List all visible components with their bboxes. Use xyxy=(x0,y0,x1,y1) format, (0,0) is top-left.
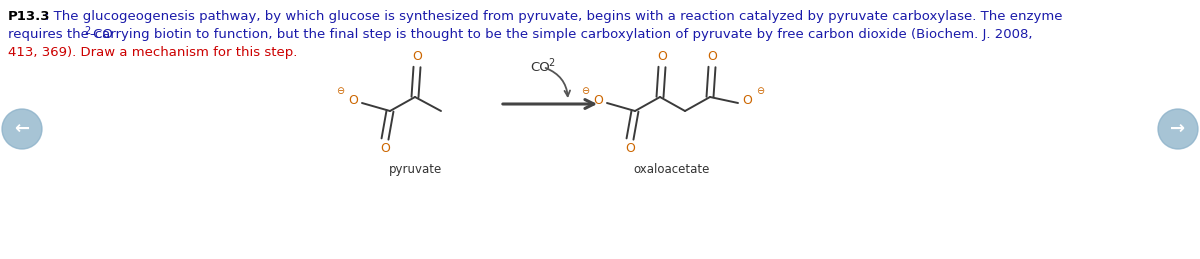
Text: 413, 369). Draw a mechanism for this step.: 413, 369). Draw a mechanism for this ste… xyxy=(8,46,298,59)
Text: 2: 2 xyxy=(84,26,90,36)
Text: O: O xyxy=(348,95,358,107)
Text: O: O xyxy=(625,142,635,155)
Text: CO: CO xyxy=(530,61,550,74)
Circle shape xyxy=(2,109,42,149)
Text: O: O xyxy=(742,95,752,107)
Text: : The glucogeogenesis pathway, by which glucose is synthesized from pyruvate, be: : The glucogeogenesis pathway, by which … xyxy=(46,10,1062,23)
Text: →: → xyxy=(1170,120,1186,138)
Text: ⊖: ⊖ xyxy=(581,86,589,96)
Text: O: O xyxy=(658,51,667,63)
Text: requires the CO: requires the CO xyxy=(8,28,113,41)
Text: O: O xyxy=(707,51,716,63)
Text: ⊖: ⊖ xyxy=(336,86,344,96)
Text: ⊖: ⊖ xyxy=(756,86,764,96)
Text: ←: ← xyxy=(14,120,30,138)
Circle shape xyxy=(1158,109,1198,149)
Text: 2: 2 xyxy=(548,58,554,68)
Text: oxaloacetate: oxaloacetate xyxy=(634,163,710,176)
Text: O: O xyxy=(412,51,422,63)
Text: pyruvate: pyruvate xyxy=(389,163,442,176)
Text: -carrying biotin to function, but the final step is thought to be the simple car: -carrying biotin to function, but the fi… xyxy=(90,28,1032,41)
Text: P13.3: P13.3 xyxy=(8,10,50,23)
Text: O: O xyxy=(380,142,390,155)
Text: O: O xyxy=(593,95,602,107)
